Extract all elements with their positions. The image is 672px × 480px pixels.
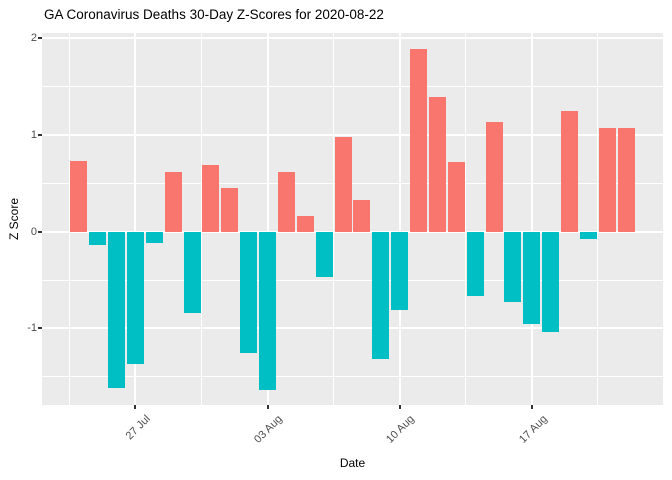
- x-tick-mark: [530, 405, 533, 409]
- zscore-bar: [107, 231, 125, 388]
- zscore-bar: [145, 231, 163, 244]
- x-tick-mark: [134, 405, 137, 409]
- plot-panel: [42, 33, 663, 405]
- x-tick-mark: [398, 405, 401, 409]
- zscore-bar: [315, 231, 333, 278]
- zscore-bar: [542, 231, 560, 333]
- x-major-gridline: [530, 33, 533, 405]
- zscore-bar: [240, 231, 258, 353]
- y-tick-mark: [38, 133, 42, 136]
- y-tick-mark: [38, 327, 42, 330]
- zscore-bar: [580, 231, 597, 240]
- zscore-bar: [466, 231, 484, 296]
- y-tick-label: 2: [30, 31, 37, 44]
- zscore-bar: [410, 48, 428, 232]
- chart-title: GA Coronavirus Deaths 30-Day Z-Scores fo…: [44, 7, 384, 22]
- x-major-gridline: [398, 33, 401, 405]
- x-tick-label: 03 Aug: [252, 413, 286, 446]
- zscore-bar: [561, 111, 579, 232]
- zscore-bar: [70, 160, 88, 232]
- y-tick-label: 0: [30, 225, 37, 238]
- x-axis-title: Date: [339, 456, 366, 470]
- y-minor-gridline: [42, 182, 663, 184]
- zscore-bar: [372, 231, 390, 360]
- y-major-gridline: [42, 327, 663, 330]
- y-tick-label: 1: [30, 128, 37, 141]
- x-major-gridline: [266, 33, 269, 405]
- y-major-gridline: [42, 230, 663, 233]
- y-minor-gridline: [42, 376, 663, 378]
- x-major-gridline: [134, 33, 137, 405]
- zscore-bar: [353, 199, 371, 232]
- zscore-bar: [183, 231, 201, 313]
- y-tick-mark: [38, 36, 42, 39]
- zscore-bar: [126, 231, 144, 365]
- zscore-bar: [447, 161, 465, 232]
- zscore-bar: [202, 164, 220, 232]
- y-major-gridline: [42, 133, 663, 136]
- y-major-gridline: [42, 36, 663, 39]
- x-minor-gridline: [597, 33, 599, 405]
- zscore-bar: [428, 96, 446, 232]
- x-tick-label: 10 Aug: [384, 413, 418, 446]
- x-minor-gridline: [68, 33, 70, 405]
- x-tick-label: 17 Aug: [516, 413, 550, 446]
- zscore-bar: [485, 122, 503, 232]
- x-tick-mark: [266, 405, 269, 409]
- x-minor-gridline: [333, 33, 335, 405]
- x-tick-label: 27 Jul: [123, 413, 153, 443]
- y-minor-gridline: [42, 279, 663, 281]
- x-minor-gridline: [200, 33, 202, 405]
- zscore-bar: [598, 127, 616, 232]
- zscore-bar: [221, 188, 239, 232]
- y-minor-gridline: [42, 85, 663, 87]
- zscore-bar: [164, 171, 182, 232]
- y-tick-label: -1: [27, 322, 37, 335]
- y-tick-mark: [38, 230, 42, 233]
- zscore-bar: [89, 231, 107, 246]
- zscore-bar: [259, 231, 277, 390]
- zscore-bar: [504, 231, 522, 303]
- zscore-bar: [391, 231, 409, 311]
- zscore-bar: [523, 231, 541, 324]
- zscore-bar: [277, 171, 295, 232]
- zscore-bar: [334, 136, 352, 232]
- x-minor-gridline: [465, 33, 467, 405]
- y-axis-title: Z Score: [7, 197, 21, 241]
- zscore-bar: [296, 216, 314, 232]
- zscore-bar: [617, 127, 635, 232]
